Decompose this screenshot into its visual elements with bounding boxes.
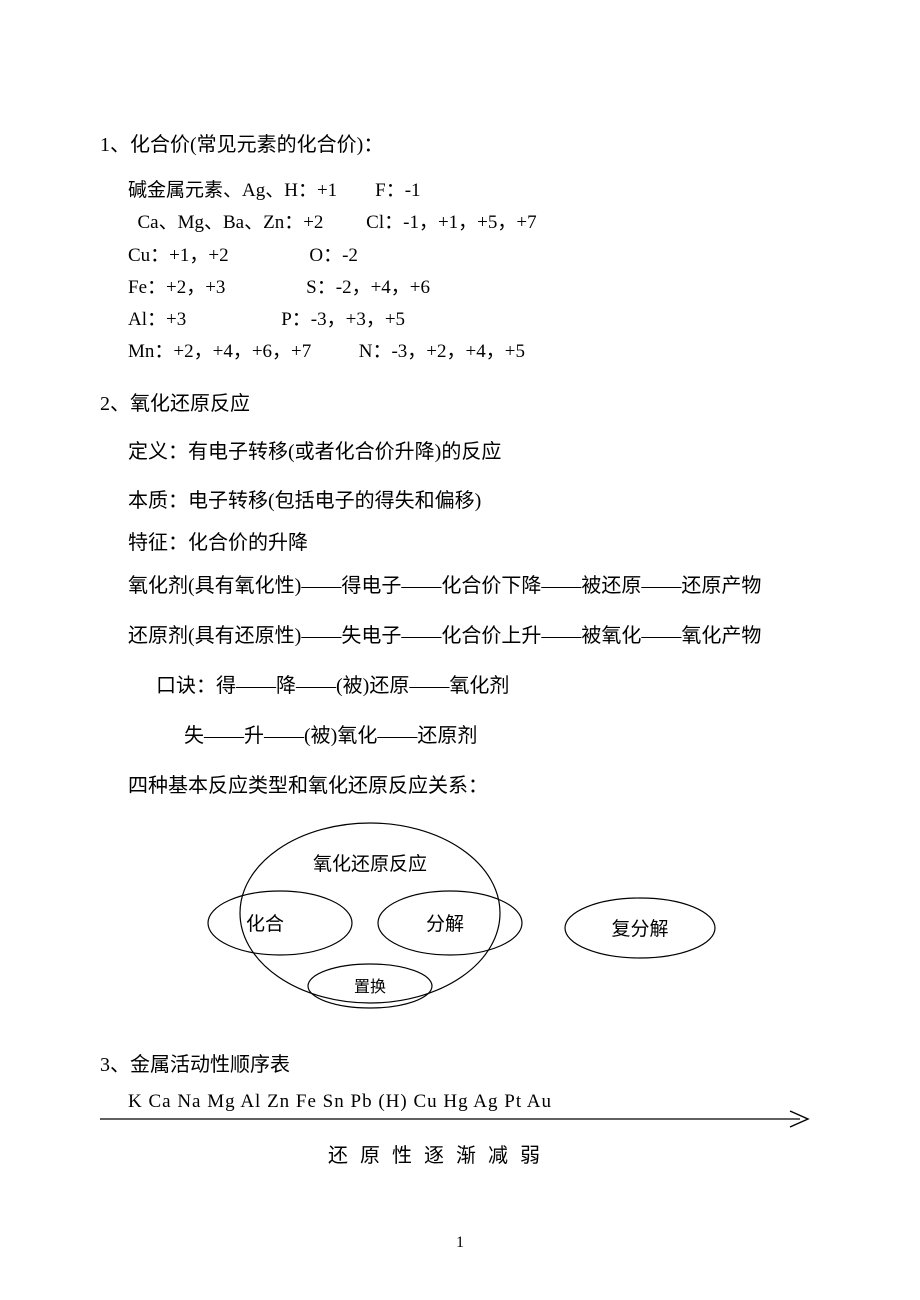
- venn-label-decomp: 分解: [426, 913, 464, 935]
- valence-line: Cu：+1，+2 O：-2: [128, 240, 820, 272]
- oxidizer-line: 氧化剂(具有氧化性)——得电子——化合价下降——被还原——还原产物: [100, 568, 820, 604]
- venn-label-disp: 置换: [354, 978, 386, 996]
- essence-line: 本质：电子转移(包括电子的得失和偏移): [100, 484, 820, 518]
- mnemonic-line-2: 失——升——(被)氧化——还原剂: [100, 718, 820, 754]
- valence-block: 碱金属元素、Ag、H：+1 F：-1 Ca、Mg、Ba、Zn：+2 Cl：-1，…: [100, 175, 820, 369]
- feature-line: 特征：化合价的升降: [100, 526, 820, 560]
- section1-heading: 1、化合价(常见元素的化合价)：: [100, 128, 820, 157]
- valence-line: Mn：+2，+4，+6，+7 N：-3，+2，+4，+5: [128, 336, 820, 368]
- venn-svg: 氧化还原反应 化合 分解 置换 复分解: [120, 818, 840, 1018]
- reducer-line: 还原剂(具有还原性)——失电子——化合价上升——被氧化——氧化产物: [100, 618, 820, 654]
- venn-diagram: 氧化还原反应 化合 分解 置换 复分解: [120, 818, 840, 1018]
- venn-label-meta: 复分解: [611, 918, 668, 940]
- page-number: 1: [0, 1234, 920, 1252]
- venn-label-redox: 氧化还原反应: [313, 853, 427, 875]
- metal-activity-row: K Ca Na Mg Al Zn Fe Sn Pb (H) Cu Hg Ag P…: [100, 1095, 820, 1168]
- valence-line: Fe：+2，+3 S：-2，+4，+6: [128, 272, 820, 304]
- section2-heading: 2、氧化还原反应: [100, 387, 820, 416]
- section3-heading: 3、金属活动性顺序表: [100, 1048, 820, 1077]
- valence-line: 碱金属元素、Ag、H：+1 F：-1: [128, 175, 820, 207]
- metal-series: K Ca Na Mg Al Zn Fe Sn Pb (H) Cu Hg Ag P…: [128, 1091, 552, 1113]
- venn-label-comb: 化合: [246, 913, 284, 935]
- venn-title: 四种基本反应类型和氧化还原反应关系：: [100, 768, 820, 804]
- reducing-weak-label: 还原性逐渐减弱: [60, 1139, 820, 1168]
- valence-line: Al：+3 P：-3，+3，+5: [128, 304, 820, 336]
- definition-line: 定义：有电子转移(或者化合价升降)的反应: [100, 434, 820, 470]
- mnemonic-line-1: 口诀：得——降——(被)还原——氧化剂: [100, 668, 820, 704]
- valence-line: Ca、Mg、Ba、Zn：+2 Cl：-1，+1，+5，+7: [128, 207, 820, 239]
